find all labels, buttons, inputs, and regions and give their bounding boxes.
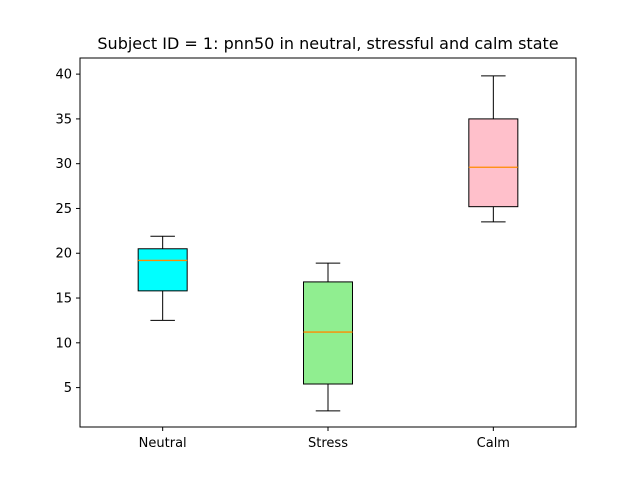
y-tick-label: 15 xyxy=(55,292,72,307)
x-tick-label: Stress xyxy=(308,436,348,451)
y-tick-label: 25 xyxy=(55,202,72,217)
y-tick-label: 40 xyxy=(55,68,72,83)
box-group-stress xyxy=(303,262,353,412)
box-stress xyxy=(303,281,353,385)
axes: 5 10 15 20 25 30 35 40 Neutral Stress Calm xyxy=(55,68,510,451)
y-tick-label: 35 xyxy=(55,112,72,127)
chart-title: Subject ID = 1: pnn50 in neutral, stress… xyxy=(97,34,558,53)
x-tick-label: Neutral xyxy=(139,436,187,451)
plot-area xyxy=(137,75,519,412)
box-group-calm xyxy=(468,75,519,223)
box-calm xyxy=(468,118,519,208)
y-tick-label: 5 xyxy=(64,381,72,396)
box-group-neutral xyxy=(137,235,188,321)
x-tick-label: Calm xyxy=(477,436,510,451)
box-neutral xyxy=(137,248,188,292)
y-tick-label: 20 xyxy=(55,247,72,262)
y-tick-label: 10 xyxy=(55,336,72,351)
y-tick-label: 30 xyxy=(55,157,72,172)
